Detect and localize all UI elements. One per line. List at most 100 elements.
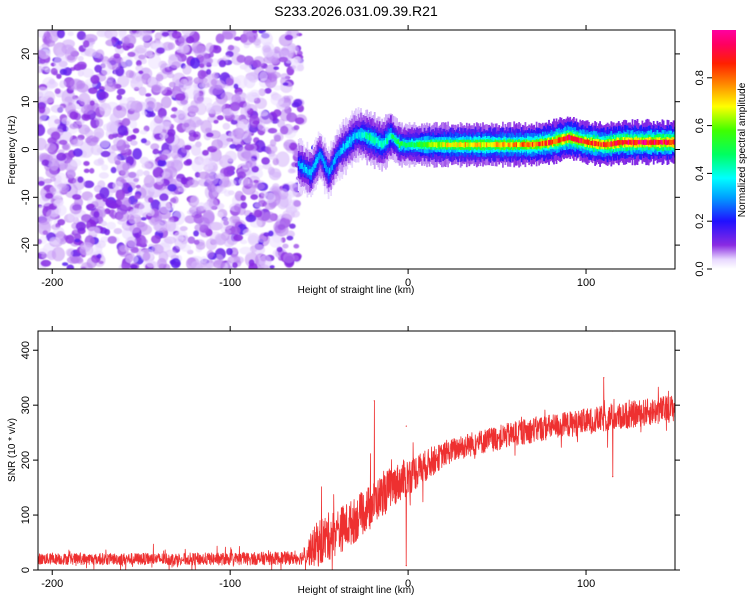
spectrogram-ridge-cell bbox=[460, 142, 463, 147]
spectrogram-noise-blob bbox=[121, 118, 131, 127]
spectrogram-ridge-cell bbox=[536, 141, 539, 146]
spectrogram-noise-blob bbox=[225, 78, 234, 86]
spectrogram-noise-blob bbox=[187, 105, 199, 114]
spectrogram-noise-blob bbox=[291, 102, 300, 108]
spectrogram-ridge-cell bbox=[319, 151, 321, 159]
spectrogram-ridge-cell bbox=[352, 133, 355, 140]
spectrogram-noise-blob bbox=[158, 200, 171, 214]
spectrogram-ridge-cell bbox=[357, 131, 360, 137]
spectrogram-noise-blob bbox=[141, 217, 147, 221]
spectrogram-ridge-cell bbox=[655, 139, 657, 145]
spectrogram-ridge-cell bbox=[661, 140, 664, 145]
spectrogram-ridge-cell bbox=[508, 142, 511, 147]
spectrogram-ridge-cell bbox=[522, 142, 524, 147]
spectrogram-ridge-cell bbox=[338, 150, 341, 156]
spectrogram-noise-blob bbox=[185, 36, 195, 44]
spectrogram-ridge-cell bbox=[620, 140, 623, 145]
spectrogram-noise-blob bbox=[188, 116, 202, 128]
spectrogram-ridge-cell bbox=[301, 162, 304, 170]
spectrogram-noise-blob bbox=[287, 168, 296, 174]
spectrogram-ridge-cell bbox=[642, 140, 645, 145]
spectrogram-noise-blob bbox=[288, 183, 301, 192]
spectrogram-ridge-cell bbox=[438, 142, 441, 147]
spectrogram-noise-blob bbox=[213, 119, 219, 124]
spectrogram-ridge-cell bbox=[527, 142, 529, 147]
spectrogram-ridge-cell bbox=[330, 165, 332, 172]
spectrogram-ridge-cell bbox=[588, 140, 590, 145]
spectrogram-noise-blob bbox=[138, 30, 153, 42]
spectrogram-ridge-cell bbox=[331, 164, 334, 170]
figure-title: S233.2026.031.09.39.R21 bbox=[274, 3, 438, 19]
colorbar-tick-label: 0.8 bbox=[694, 70, 706, 85]
spectrogram-ridge-cell bbox=[462, 142, 464, 148]
spectrogram-noise-blob bbox=[80, 262, 93, 269]
spectrogram-ridge-cell bbox=[528, 142, 530, 148]
spectrogram-ridge-cell bbox=[408, 142, 411, 147]
spectrogram-noise-blob bbox=[113, 53, 121, 59]
spectrogram-noise-blob bbox=[110, 113, 120, 124]
spectrogram-ridge-cell bbox=[355, 133, 357, 139]
spectrogram-y-axis-label: Frequency (Hz) bbox=[7, 116, 18, 185]
spectrogram-ridge-cell bbox=[371, 136, 374, 143]
spectrogram-noise-blob bbox=[227, 44, 235, 51]
spectrogram-noise-blob bbox=[100, 139, 110, 149]
spectrogram-ridge-cell bbox=[321, 155, 324, 162]
spectrogram-noise-blob bbox=[213, 259, 226, 269]
spectrogram-ridge-cell bbox=[563, 136, 565, 142]
spectrogram-noise-blob bbox=[113, 228, 123, 235]
spectrogram-ridge-cell bbox=[634, 139, 636, 145]
spectrogram-noise-blob bbox=[163, 223, 171, 231]
spectrogram-noise-blob bbox=[81, 113, 91, 121]
spectrogram-ridge-cell bbox=[538, 141, 540, 147]
spectrogram-ridge-cell bbox=[654, 139, 656, 145]
spectrogram-ridge-cell bbox=[664, 139, 666, 145]
spectrogram-ridge-cell bbox=[589, 141, 591, 146]
spectrogram-noise-blob bbox=[233, 36, 241, 41]
spectrogram-x-axis: -200 -100 0 100 bbox=[41, 25, 595, 289]
spectrogram-noise-blob bbox=[159, 193, 169, 202]
spectrogram-ridge-cell bbox=[533, 142, 535, 148]
spectrogram-noise-blob bbox=[216, 211, 224, 218]
spectrogram-ridge-cell bbox=[362, 132, 365, 138]
spectrogram-noise-blob bbox=[101, 164, 109, 171]
spectrogram-noise-blob bbox=[237, 171, 247, 179]
spectrogram-ridge-cell bbox=[428, 142, 431, 147]
spectrogram-ridge-cell bbox=[418, 141, 421, 148]
spectrogram-ridge-cell bbox=[442, 142, 445, 148]
spectrogram-ridge-cell bbox=[367, 135, 370, 141]
spectrogram-noise-blob bbox=[242, 228, 252, 236]
spectrogram-noise-blob bbox=[223, 166, 234, 177]
spectrogram-noise-blob bbox=[205, 127, 212, 133]
spectrogram-ridge-cell bbox=[510, 142, 513, 147]
spectrogram-noise-blob bbox=[77, 70, 84, 77]
spectrogram-ridge-cell bbox=[646, 140, 649, 145]
spectrogram-noise-blob bbox=[232, 262, 238, 269]
spectrogram-ridge-cell bbox=[531, 142, 534, 147]
spectrogram-ridge-cell bbox=[391, 134, 393, 139]
spectrogram-ridge-cell bbox=[627, 139, 630, 145]
colorbar-label: Normalized spectral amplitude bbox=[737, 82, 748, 217]
spectrogram-noise-blob bbox=[134, 194, 141, 200]
spectrogram-noise-blob bbox=[129, 224, 141, 234]
spectrogram-noise-blob bbox=[171, 31, 182, 39]
snr-x-axis: -200 -100 0 100 bbox=[41, 326, 595, 590]
spectrogram-noise-blob bbox=[282, 82, 289, 86]
spectrogram-noise-blob bbox=[41, 159, 50, 166]
spectrogram-noise-blob bbox=[44, 192, 54, 199]
spectrogram-noise-blob bbox=[132, 148, 142, 160]
spectrogram-noise-blob bbox=[213, 79, 226, 90]
spectrogram-noise-blob bbox=[239, 246, 253, 255]
spectrogram-noise-blob bbox=[258, 88, 266, 97]
spectrogram-ridge-cell bbox=[314, 162, 316, 168]
snr-x-tick-label: 100 bbox=[577, 578, 595, 590]
spectrogram-ridge-cell bbox=[304, 164, 306, 171]
spectrogram-ridge-cell bbox=[337, 150, 340, 156]
spectrogram-ridge-cell bbox=[605, 142, 608, 148]
spectrogram-ridge-cell bbox=[489, 142, 492, 147]
spectrogram-noise-blob bbox=[82, 40, 90, 48]
spectrogram-noise-blob bbox=[77, 55, 84, 62]
spectrogram-noise-blob bbox=[233, 203, 242, 212]
spectrogram-ridge-cell bbox=[640, 139, 643, 145]
spectrogram-ridge-cell bbox=[514, 142, 517, 147]
